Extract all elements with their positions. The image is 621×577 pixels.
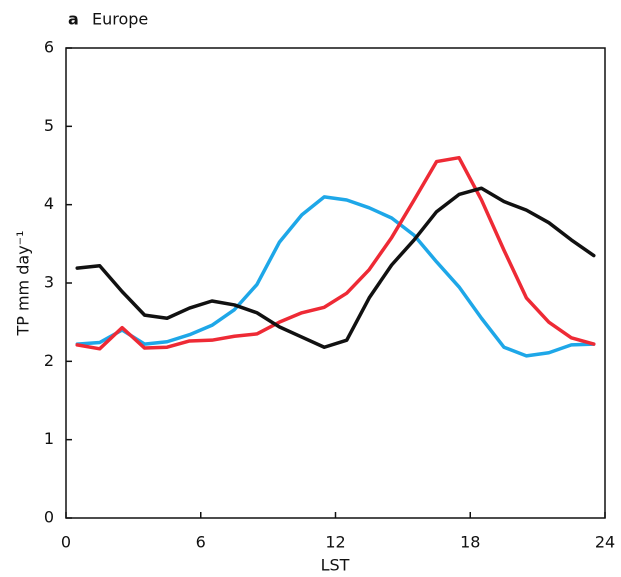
y-tick-label: 1 (44, 429, 54, 448)
y-tick-label: 6 (44, 38, 54, 57)
x-axis-label: LST (321, 556, 350, 575)
chart-title: Europe (92, 10, 148, 29)
panel-label: a (68, 10, 79, 29)
x-tick-label: 18 (460, 533, 480, 552)
plot-frame (65, 47, 606, 519)
series-line (75, 155, 596, 351)
y-tick-label: 0 (44, 508, 54, 527)
y-tick-label: 4 (44, 194, 54, 213)
x-tick-label: 6 (196, 533, 206, 552)
y-tick-label: 2 (44, 351, 54, 370)
y-tick-label: 5 (44, 116, 54, 135)
x-tick-label: 24 (595, 533, 615, 552)
series-line (75, 195, 596, 358)
x-tick-label: 0 (61, 533, 71, 552)
y-tick-label: 3 (44, 273, 54, 292)
series-line (75, 186, 596, 349)
y-axis-label: TP mm day⁻¹ (14, 230, 33, 336)
x-tick-label: 12 (325, 533, 345, 552)
